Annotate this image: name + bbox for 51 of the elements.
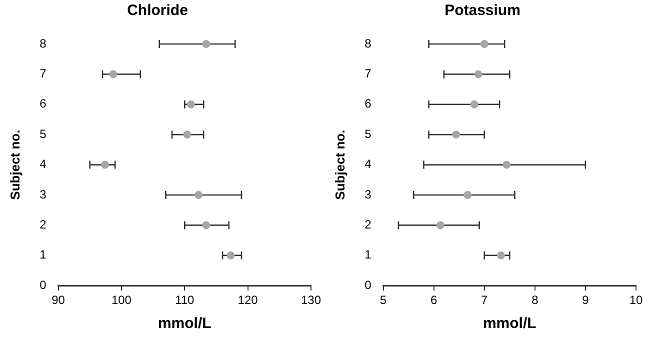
chart-title: Chloride — [127, 2, 188, 20]
x-tick-label: 9 — [582, 293, 590, 308]
point — [202, 221, 210, 230]
y-tick-label: 1 — [40, 248, 47, 262]
point — [452, 130, 460, 139]
x-tick-label: 90 — [52, 293, 66, 308]
point — [109, 70, 118, 78]
x-tick-label: 8 — [532, 293, 539, 308]
y-tick-label: 8 — [40, 36, 47, 50]
point — [194, 191, 203, 199]
y-tick-label: 6 — [364, 96, 372, 111]
x-tick-label: 10 — [629, 293, 643, 308]
point — [202, 40, 210, 48]
y-tick-label: 4 — [364, 157, 372, 172]
y-tick-label: 3 — [364, 187, 372, 202]
y-tick-label: 2 — [40, 218, 47, 232]
y-tick-label: 1 — [364, 248, 372, 262]
point — [464, 191, 472, 199]
y-tick-label: 0 — [40, 278, 47, 292]
y-tick-label: 5 — [364, 126, 372, 141]
point — [436, 221, 444, 230]
y-tick-label: 5 — [40, 126, 47, 141]
x-tick-label: 110 — [175, 293, 195, 308]
point — [502, 160, 511, 169]
x-tick-label: 7 — [481, 293, 488, 308]
point — [497, 251, 506, 260]
point — [470, 100, 478, 108]
y-tick-label: 7 — [364, 66, 372, 81]
y-tick-label: 4 — [40, 157, 47, 172]
y-tick-label: 2 — [364, 218, 372, 232]
point — [186, 100, 195, 108]
point — [101, 160, 110, 169]
x-tick-label: 100 — [111, 293, 132, 308]
y-tick-label: 7 — [40, 66, 47, 81]
chart-title: Potassium — [444, 2, 520, 20]
point — [226, 251, 235, 260]
y-axis-title: Subject no. — [332, 130, 348, 200]
x-tick-label: 6 — [430, 293, 438, 308]
y-tick-label: 8 — [364, 36, 372, 50]
y-tick-label: 0 — [364, 278, 372, 292]
x-tick-label: 5 — [380, 293, 387, 308]
point — [480, 40, 488, 48]
x-axis-title: mmol/L — [482, 315, 536, 332]
y-tick-label: 3 — [40, 187, 47, 202]
x-tick-label: 130 — [300, 293, 322, 308]
point — [474, 70, 482, 78]
y-axis-title: Subject no. — [7, 130, 22, 200]
x-tick-label: 120 — [238, 293, 258, 308]
y-tick-label: 6 — [40, 96, 47, 111]
x-axis-title: mmol/L — [158, 315, 212, 332]
point — [183, 130, 192, 139]
